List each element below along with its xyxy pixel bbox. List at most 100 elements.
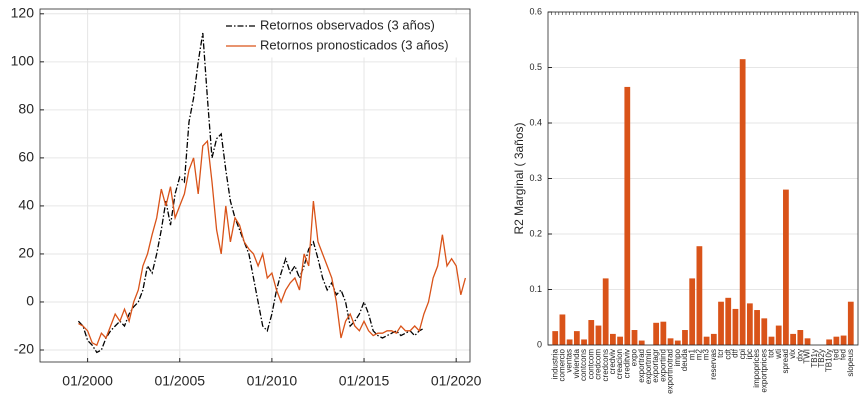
x-tick-label: exportrad — [637, 349, 646, 383]
y-tick-label: -20 — [14, 341, 34, 357]
y-tick-label: 0 — [537, 339, 542, 349]
x-tick-label: TWI — [803, 349, 812, 364]
bar — [775, 325, 782, 345]
bar — [581, 339, 587, 345]
x-tick-label: exportnotrad — [666, 349, 675, 394]
x-tick-label: creditviv — [622, 349, 631, 378]
x-tick-label: creacion — [615, 349, 624, 379]
bar — [595, 325, 602, 345]
x-tick-label: exportind — [658, 349, 667, 382]
y-tick-label: 0.3 — [529, 173, 542, 183]
bar — [797, 330, 804, 345]
bar — [718, 301, 724, 345]
bar — [624, 86, 631, 346]
y-tick-label: 100 — [11, 53, 35, 69]
x-tick-label: 01/2005 — [154, 373, 205, 389]
x-tick-label: deuda — [680, 348, 689, 371]
y-tick-label: 0.1 — [529, 284, 542, 294]
y-tick-label: 120 — [11, 5, 35, 21]
x-tick-label: dxy — [795, 349, 804, 361]
y-tick-label: 60 — [18, 149, 34, 165]
x-tick-label: credviv — [608, 349, 617, 374]
bar — [682, 330, 688, 345]
bar — [667, 338, 674, 345]
x-tick-label: slopeus — [846, 349, 855, 377]
y-tick-label: 0.4 — [529, 117, 542, 127]
legend-label: Retornos pronosticados (3 años) — [260, 37, 449, 52]
x-tick-label: exportprices — [759, 349, 768, 393]
bar — [732, 308, 739, 345]
bar — [847, 301, 854, 345]
bar — [617, 336, 623, 345]
series-line — [78, 139, 467, 347]
plot-frame — [547, 11, 859, 346]
x-tick-label: contcons — [579, 349, 588, 381]
x-tick-label: ipc — [745, 349, 754, 359]
bar — [725, 297, 732, 345]
series-line — [77, 32, 425, 354]
x-tick-label: TB1y — [810, 349, 819, 368]
bar — [746, 303, 753, 345]
bar — [552, 331, 559, 345]
bar — [761, 318, 768, 345]
x-tick-label: exportagr — [651, 349, 660, 383]
x-tick-label: 01/2015 — [339, 373, 390, 389]
legend-box — [219, 14, 465, 58]
legend-label: Retornos observados (3 años) — [260, 17, 435, 32]
x-tick-label: ted — [831, 349, 840, 360]
y-tick-label: 0.2 — [529, 228, 542, 238]
x-tick-label: cpi — [738, 349, 747, 359]
bar — [573, 331, 580, 345]
bar — [703, 336, 710, 345]
x-tick-label: expo — [630, 348, 639, 366]
bar — [826, 339, 833, 345]
x-tick-label: exportmin — [644, 349, 653, 384]
x-tick-label: impoprices — [752, 349, 761, 388]
x-tick-label: vix — [788, 349, 797, 359]
x-tick-label: vivienda — [572, 348, 581, 378]
bar — [696, 246, 703, 345]
x-tick-label: dtf — [731, 348, 740, 358]
y-tick-label: 20 — [18, 245, 34, 261]
bar — [660, 321, 667, 345]
x-tick-label: comercio — [558, 348, 567, 381]
x-tick-label: reservas — [709, 349, 718, 380]
x-tick-label: TB2y — [817, 349, 826, 368]
bar — [739, 59, 746, 346]
bar — [602, 278, 609, 345]
bar — [790, 333, 796, 345]
bar — [754, 310, 760, 345]
y-tick-label: 0.5 — [529, 62, 542, 72]
x-tick-label: m1 — [687, 348, 696, 360]
x-tick-label: ventas — [565, 349, 574, 373]
bar — [653, 322, 660, 345]
bar — [638, 340, 645, 345]
x-tick-label: m3 — [702, 348, 711, 360]
x-tick-label: cdt — [723, 348, 732, 359]
x-tick-label: impo — [673, 348, 682, 366]
y-tick-label: 80 — [18, 101, 34, 117]
x-tick-label: m2 — [695, 348, 704, 360]
x-tick-label: 01/2020 — [431, 373, 482, 389]
bar — [768, 336, 775, 345]
x-tick-label: TB10y — [824, 349, 833, 372]
x-tick-label: industria — [550, 348, 559, 379]
plot-frame — [39, 8, 471, 363]
bar — [674, 340, 681, 345]
bar — [631, 330, 638, 345]
x-tick-label: wti — [774, 349, 783, 360]
x-tick-label: tcr — [716, 349, 725, 358]
x-tick-label: fed — [839, 349, 848, 360]
bar — [689, 278, 696, 345]
x-tick-label: 01/2000 — [62, 373, 113, 389]
bar — [566, 339, 573, 345]
x-tick-label: spread — [781, 349, 790, 373]
bar — [783, 189, 789, 345]
x-tick-label: credcom — [594, 349, 603, 380]
bar — [840, 335, 847, 345]
bar — [710, 333, 717, 345]
x-tick-label: tot — [767, 348, 776, 358]
x-tick-label: 01/2010 — [247, 373, 298, 389]
y-tick-label: 0.6 — [529, 6, 542, 16]
